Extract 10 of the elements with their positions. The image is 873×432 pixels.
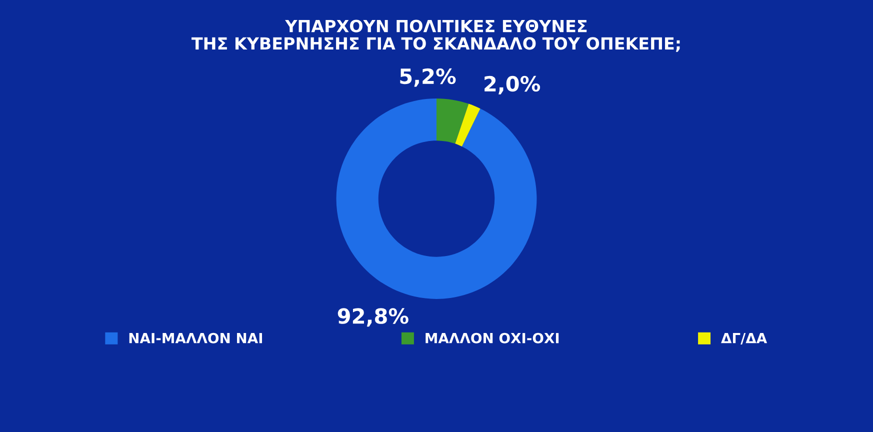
legend-label: ΝΑΙ-ΜΑΛΛΟΝ ΝΑΙ <box>129 332 262 344</box>
legend-label: ΜΑΛΛΟΝ ΟΧΙ-ΟΧΙ <box>426 332 559 344</box>
data-label: 92,8% <box>338 308 408 327</box>
legend-label: ΔΓ/ΔΑ <box>721 333 768 344</box>
donut-slice <box>436 98 469 144</box>
data-label: 2,0% <box>484 76 540 94</box>
donut-slice <box>336 98 537 299</box>
donut-slice <box>455 104 480 146</box>
data-label: 5,2% <box>400 68 456 87</box>
chart-title: ΥΠΑΡΧΟΥΝ ΠΟΛΙΤΙΚΕΣ ΕΥΘΥΝΕΣ ΤΗΣ ΚΥΒΕΡΝΗΣΗΣ ΓΙΑ ΤΟ ΣΚΑΝΔΑΛΟ ΤΟΥ ΟΠΕΚΕΠΕ; <box>192 20 680 52</box>
